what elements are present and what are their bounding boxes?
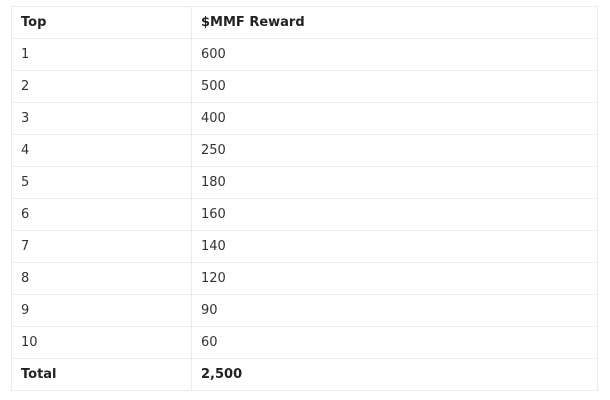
reward-cell: 90 — [191, 294, 598, 327]
rank-cell: 1 — [11, 38, 192, 71]
total-row: Total 2,500 — [11, 358, 598, 391]
table-row: 7 140 — [11, 230, 598, 263]
reward-cell: 180 — [191, 166, 598, 199]
table-row: 8 120 — [11, 262, 598, 295]
table-row: 3 400 — [11, 102, 598, 135]
reward-cell: 140 — [191, 230, 598, 263]
table-row: 1 600 — [11, 38, 598, 71]
total-label: Total — [11, 358, 192, 391]
table-row: 5 180 — [11, 166, 598, 199]
rank-cell: 7 — [11, 230, 192, 263]
rank-cell: 10 — [11, 326, 192, 359]
table-row: 9 90 — [11, 294, 598, 327]
reward-cell: 250 — [191, 134, 598, 167]
reward-cell: 400 — [191, 102, 598, 135]
rank-cell: 2 — [11, 70, 192, 103]
rank-cell: 3 — [11, 102, 192, 135]
reward-cell: 500 — [191, 70, 598, 103]
reward-cell: 600 — [191, 38, 598, 71]
rank-cell: 5 — [11, 166, 192, 199]
total-value: 2,500 — [191, 358, 598, 391]
rank-cell: 9 — [11, 294, 192, 327]
table-row: 6 160 — [11, 198, 598, 231]
reward-cell: 120 — [191, 262, 598, 295]
rank-cell: 4 — [11, 134, 192, 167]
rank-cell: 6 — [11, 198, 192, 231]
header-row: Top $MMF Reward — [11, 6, 598, 39]
table-row: 4 250 — [11, 134, 598, 167]
header-reward: $MMF Reward — [191, 6, 598, 39]
table-row: 2 500 — [11, 70, 598, 103]
table-row: 10 60 — [11, 326, 598, 359]
reward-table: Top $MMF Reward 1 600 2 500 3 400 4 250 5 180 6 160… — [11, 6, 598, 391]
reward-cell: 160 — [191, 198, 598, 231]
rank-cell: 8 — [11, 262, 192, 295]
header-top: Top — [11, 6, 192, 39]
reward-cell: 60 — [191, 326, 598, 359]
